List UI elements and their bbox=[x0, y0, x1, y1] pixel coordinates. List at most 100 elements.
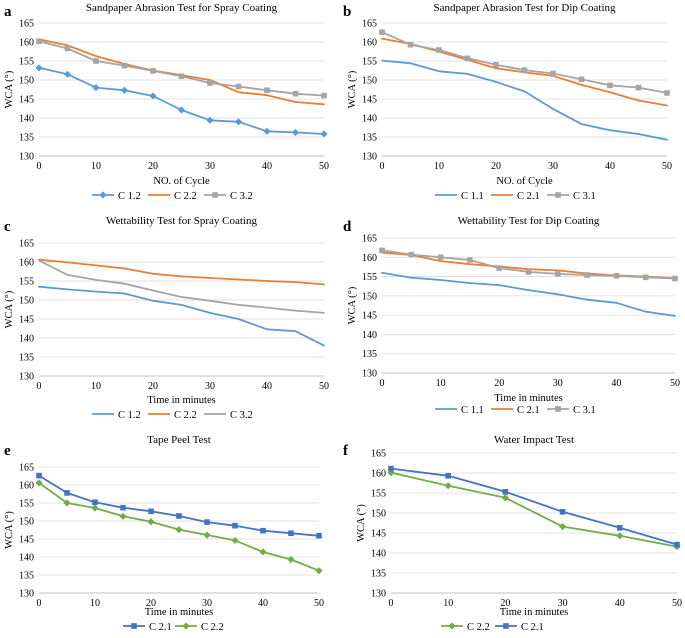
x-axis-label: Time in minutes bbox=[500, 607, 568, 618]
y-axis-label: WCA (°) bbox=[347, 70, 358, 108]
data-point bbox=[550, 70, 556, 77]
y-tick-label: 155 bbox=[19, 57, 34, 68]
data-point bbox=[234, 118, 243, 126]
data-point bbox=[63, 70, 72, 78]
y-tick-label: 155 bbox=[19, 499, 34, 510]
data-point bbox=[580, 84, 583, 86]
y-tick-label: 140 bbox=[19, 553, 34, 564]
data-point bbox=[556, 293, 559, 296]
data-point bbox=[316, 532, 322, 539]
legend-marker bbox=[212, 192, 218, 198]
data-point bbox=[66, 274, 69, 276]
y-tick-label: 155 bbox=[362, 57, 377, 68]
legend-label: C 2.1 bbox=[149, 622, 172, 633]
x-tick-label: 50 bbox=[314, 598, 324, 609]
series-C-1_1 bbox=[381, 271, 676, 317]
y-tick-label: 130 bbox=[371, 589, 386, 600]
x-tick-label: 40 bbox=[611, 378, 621, 389]
data-point bbox=[409, 62, 412, 65]
legend-marker bbox=[131, 623, 137, 629]
legend-marker bbox=[182, 622, 190, 630]
x-tick-label: 0 bbox=[380, 161, 385, 172]
x-axis-label: Time in minutes bbox=[494, 393, 562, 404]
x-tick-label: 0 bbox=[380, 378, 385, 389]
data-point bbox=[152, 289, 154, 292]
y-tick-label: 150 bbox=[19, 296, 34, 307]
legend-marker bbox=[99, 191, 107, 199]
data-point bbox=[644, 310, 647, 313]
chart-panel-a: a Sandpaper Abrasion Test for Spray Coati… bbox=[4, 2, 329, 202]
legend-label: C 2.2 bbox=[467, 622, 490, 633]
data-point bbox=[556, 269, 559, 272]
data-point bbox=[176, 513, 182, 519]
data-point bbox=[584, 272, 590, 278]
y-tick-label: 155 bbox=[19, 277, 34, 288]
x-tick-label: 10 bbox=[90, 598, 100, 609]
series-C-3_1 bbox=[379, 29, 670, 96]
data-point bbox=[266, 328, 268, 331]
y-tick-label: 150 bbox=[362, 76, 377, 87]
legend-label: C 2.1 bbox=[521, 622, 544, 633]
data-point bbox=[381, 59, 383, 62]
legend-label: C 2.2 bbox=[201, 622, 224, 633]
y-tick-label: 155 bbox=[371, 489, 386, 500]
data-point bbox=[64, 45, 71, 52]
x-tick-label: 30 bbox=[205, 381, 215, 392]
data-point bbox=[123, 267, 126, 270]
series-line bbox=[38, 285, 325, 347]
series-line bbox=[381, 271, 676, 317]
data-point bbox=[203, 531, 211, 539]
x-axis-label: NO. of Cycle bbox=[496, 176, 553, 187]
data-point bbox=[320, 130, 328, 138]
data-point bbox=[445, 473, 451, 479]
data-point bbox=[209, 277, 211, 279]
panel-letter: a bbox=[4, 4, 12, 20]
data-point bbox=[35, 479, 43, 487]
data-point bbox=[120, 86, 129, 94]
data-point bbox=[237, 91, 240, 94]
y-tick-label: 165 bbox=[371, 449, 386, 460]
panel-letter: c bbox=[4, 219, 11, 235]
x-tick-label: 0 bbox=[37, 598, 42, 609]
legend-item: C 1.1 bbox=[435, 191, 484, 202]
legend-item: C 2.2 bbox=[441, 622, 490, 633]
data-point bbox=[439, 260, 442, 263]
x-tick-label: 30 bbox=[205, 161, 215, 172]
data-point bbox=[178, 73, 185, 79]
x-tick-label: 0 bbox=[37, 161, 42, 172]
data-point bbox=[493, 62, 499, 68]
data-point bbox=[521, 67, 528, 73]
data-point bbox=[294, 330, 297, 333]
data-point bbox=[555, 271, 561, 277]
data-point bbox=[381, 37, 383, 40]
data-point bbox=[237, 278, 240, 281]
data-point bbox=[609, 91, 611, 94]
legend-item: C 1.2 bbox=[92, 410, 141, 421]
x-tick-label: 0 bbox=[37, 381, 42, 392]
y-tick-label: 165 bbox=[19, 463, 34, 474]
data-point bbox=[616, 532, 624, 540]
y-tick-label: 135 bbox=[371, 569, 386, 580]
chart-title: Tape Peel Test bbox=[147, 434, 211, 446]
y-tick-label: 150 bbox=[362, 291, 377, 302]
data-point bbox=[150, 68, 156, 74]
x-tick-label: 30 bbox=[202, 598, 212, 609]
data-point bbox=[379, 247, 385, 254]
chart-title: Wettability Test for Dip Coating bbox=[458, 215, 600, 227]
x-tick-label: 40 bbox=[262, 161, 272, 172]
x-tick-label: 20 bbox=[494, 378, 504, 389]
y-tick-label: 135 bbox=[362, 349, 377, 360]
y-tick-label: 145 bbox=[371, 529, 386, 540]
legend-item: C 2.2 bbox=[175, 622, 224, 633]
data-point bbox=[291, 128, 300, 137]
y-axis-label: WCA (°) bbox=[4, 70, 15, 108]
chart-title: Sandpaper Abrasion Test for Spray Coatin… bbox=[86, 2, 278, 14]
data-point bbox=[323, 312, 325, 314]
data-point bbox=[121, 62, 128, 69]
data-point bbox=[578, 76, 585, 83]
y-axis-label: WCA (°) bbox=[356, 504, 367, 542]
data-point bbox=[437, 254, 444, 261]
chart-title: Sandpaper Abrasion Test for Dip Coating bbox=[433, 2, 616, 14]
data-point bbox=[92, 499, 98, 506]
data-point bbox=[609, 129, 611, 132]
